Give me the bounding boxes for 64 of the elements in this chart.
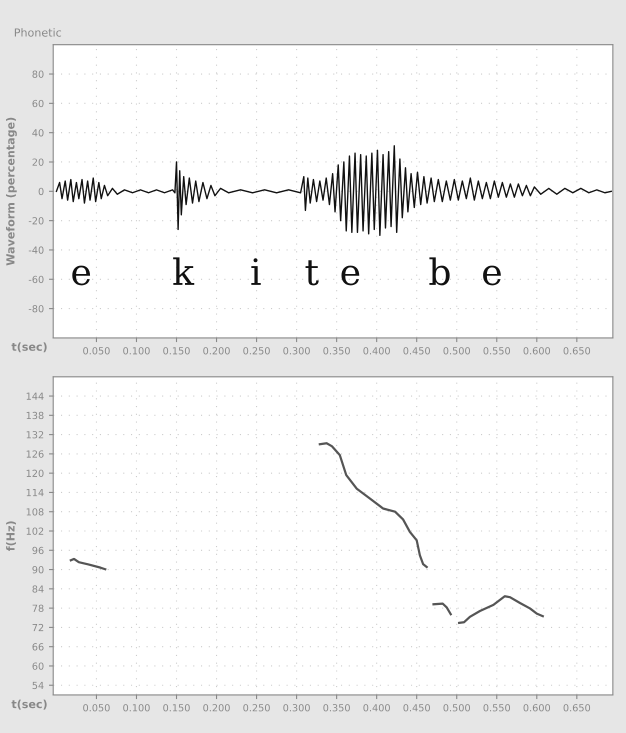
x-tick-label: 0.600	[524, 704, 550, 712]
x-tick-label: 0.400	[363, 347, 390, 354]
x-tick-label: 0.600	[524, 347, 550, 354]
x-tick-label: 0.400	[363, 704, 390, 712]
x-tick-label: 0.100	[123, 704, 150, 712]
y-tick-label: 138	[26, 412, 44, 420]
y-tick-label: 84	[32, 585, 44, 593]
annotation: t	[306, 260, 319, 286]
y-tick-label: 66	[32, 643, 44, 651]
y-tick-label: 120	[26, 470, 44, 477]
x-tick-label: 0.100	[123, 347, 150, 354]
y-tick-label: 126	[26, 450, 44, 458]
chart-title: Phonetic	[14, 28, 62, 37]
x-tick-label: 0.050	[83, 704, 110, 712]
x-tick-label: 0.450	[403, 347, 430, 354]
y-tick-label: 0	[38, 188, 44, 196]
y-tick-label: 132	[26, 431, 44, 438]
x-tick-label: 0.550	[483, 347, 510, 354]
annotation: i	[251, 258, 261, 285]
x-tick-label: 0.300	[283, 704, 310, 712]
y-tick-label: -60	[28, 276, 44, 284]
x-tick-label: 0.250	[243, 704, 270, 712]
annotation: e	[341, 266, 360, 286]
x-tick-label: 0.350	[323, 347, 350, 354]
annotation: e	[483, 266, 501, 286]
y-tick-label: -40	[28, 246, 44, 254]
x-tick-label: 0.250	[243, 347, 270, 354]
x-tick-label: 0.300	[283, 347, 310, 354]
x-axis-title: t(sec)	[12, 700, 47, 710]
x-tick-label: 0.450	[403, 704, 430, 712]
x-tick-label: 0.050	[83, 347, 110, 354]
y-axis-title: f(Hz)	[6, 521, 16, 551]
x-tick-label: 0.500	[443, 704, 470, 712]
y-tick-label: 114	[26, 489, 44, 496]
x-tick-label: 0.550	[483, 704, 510, 712]
y-tick-label: 80	[32, 70, 44, 78]
y-tick-label: 144	[26, 392, 44, 400]
y-axis-title: Waveform (percentage)	[6, 118, 17, 266]
annotation: b	[429, 257, 450, 286]
x-tick-label: 0.200	[203, 347, 230, 354]
annotation: k	[173, 257, 194, 285]
y-tick-label: 96	[32, 546, 44, 554]
annotation: e	[72, 266, 90, 286]
x-tick-label: 0.500	[443, 347, 470, 354]
y-tick-label: 102	[26, 527, 44, 535]
x-tick-label: 0.150	[163, 704, 190, 712]
y-tick-label: -80	[28, 305, 44, 312]
y-tick-label: 108	[26, 508, 44, 516]
x-tick-label: 0.150	[163, 347, 190, 354]
y-tick-label: -20	[28, 217, 44, 224]
y-tick-label: 90	[32, 566, 44, 574]
x-tick-label: 0.650	[564, 704, 590, 712]
x-tick-label: 0.650	[564, 347, 590, 354]
x-axis-title: t(sec)	[12, 342, 47, 352]
x-tick-label: 0.200	[203, 704, 230, 712]
x-tick-label: 0.350	[323, 704, 350, 712]
y-tick-label: 60	[32, 662, 44, 670]
y-tick-label: 60	[32, 100, 44, 108]
y-tick-label: 78	[32, 604, 44, 612]
y-tick-label: 54	[32, 682, 44, 690]
y-tick-label: 72	[32, 624, 44, 632]
y-tick-label: 40	[32, 129, 44, 137]
line-series	[56, 145, 612, 236]
y-tick-label: 20	[32, 158, 44, 166]
